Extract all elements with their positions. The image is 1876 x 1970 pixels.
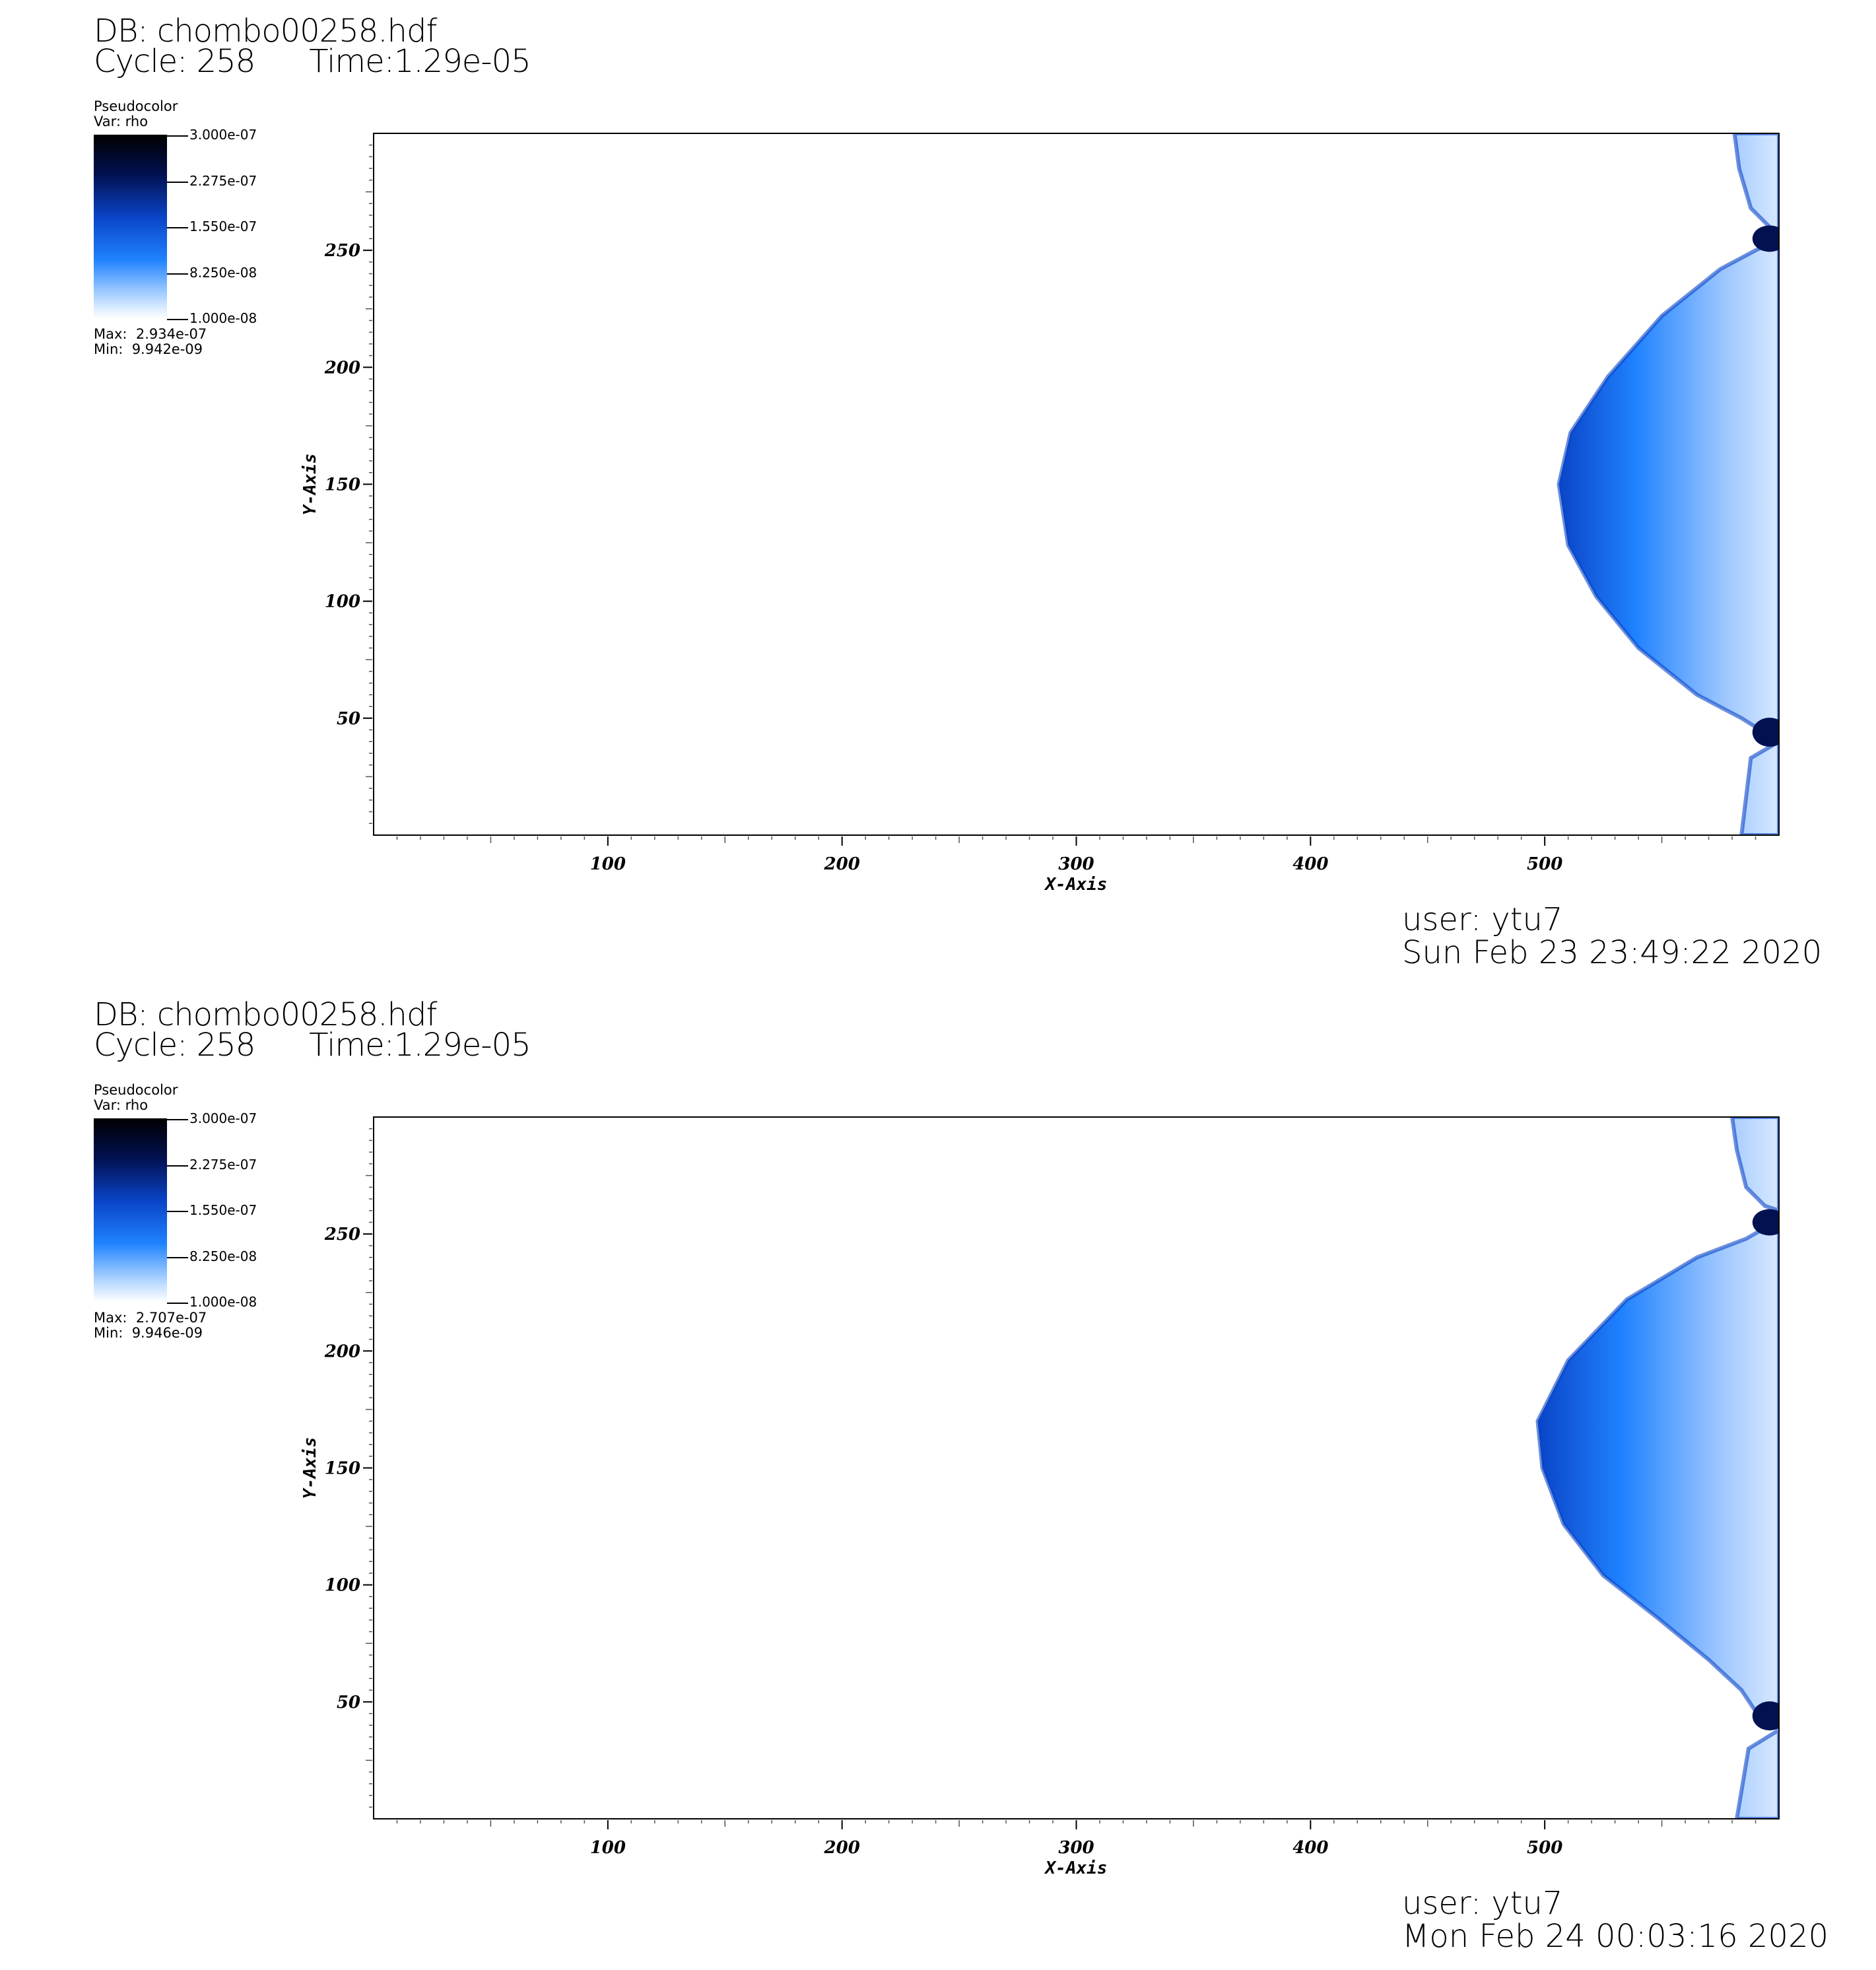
y-axis-title: Y-Axis [300,1437,320,1499]
cycle-time-label: Cycle: 258 Time:1.29e-05 [94,45,531,78]
x-axis-title: X-Axis [1044,875,1108,895]
shock-front-region [1557,133,1779,835]
date-label: Sun Feb 23 23:49:22 2020 [1402,934,1823,971]
dense-cusp-top [1752,225,1779,252]
colorbar-tick-label: 1.000e-08 [167,1294,257,1310]
x-tick-label: 500 [1527,1838,1562,1858]
legend-max-label: Max: 2.934e-07 [94,326,207,342]
dense-cusp-bottom [1752,718,1779,747]
plot-frame [373,1116,1780,1819]
x-tick-label: 400 [1292,854,1328,874]
date-label: Mon Feb 24 00:03:16 2020 [1402,1918,1829,1955]
user-label: user: ytu7 [1402,1885,1563,1922]
x-tick-label: 400 [1292,1838,1328,1858]
x-tick-label: 200 [824,854,860,874]
plot-frame [373,133,1780,836]
density-field [1557,133,1779,835]
colorbar-tick-label: 1.000e-08 [167,310,257,326]
plot-area: 100 200 300 400 500 50 100 150 200 250 X-Axis Y-Axi… [300,133,1780,895]
legend-plot-type: Pseudocolor [94,98,178,114]
colorbar-tick-label: 3.000e-07 [167,127,257,143]
colorbar-tick-label: 1.550e-07 [167,1202,257,1218]
x-tick-label: 100 [590,1838,626,1858]
x-axis-title: X-Axis [1044,1858,1108,1878]
time-label: Time:1.29e-05 [309,1027,531,1064]
legend-variable: Var: rho [94,114,149,129]
colorbar [94,135,167,318]
database-label: DB: chombo00258.hdf [94,996,437,1033]
colorbar-tick-label: 8.250e-08 [167,265,257,281]
shock-front-region [1535,1117,1779,1819]
y-tick-label: 100 [325,592,360,612]
user-label: user: ytu7 [1402,901,1563,938]
legend-variable: Var: rho [94,1097,149,1113]
dense-cusp-top [1752,1209,1779,1236]
legend-max-label: Max: 2.707e-07 [94,1310,207,1326]
colorbar-tick-label: 2.275e-07 [167,1157,257,1172]
x-tick-label: 300 [1058,1838,1094,1858]
plot-panel-2: DB: chombo00258.hdf Cycle: 258 Time:1.29e… [0,984,1876,1967]
y-tick-label: 250 [324,241,360,261]
y-axis-title: Y-Axis [300,454,320,516]
x-tick-label: 300 [1058,854,1094,874]
cycle-label: Cycle: 258 [94,1027,255,1064]
y-tick-label: 250 [324,1225,360,1244]
y-tick-label: 100 [325,1576,360,1596]
density-field [1535,1117,1779,1819]
colorbar [94,1118,167,1302]
cycle-time-label: Cycle: 258 Time:1.29e-05 [94,1029,531,1062]
x-tick-label: 100 [590,854,626,874]
y-tick-label: 200 [324,1342,360,1361]
legend-min-label: Min: 9.942e-09 [94,341,203,357]
x-tick-label: 200 [824,1838,860,1858]
time-label: Time:1.29e-05 [309,43,531,80]
legend-min-label: Min: 9.946e-09 [94,1325,203,1341]
y-tick-label: 200 [324,358,360,378]
plot-panel-1: DB: chombo00258.hdf Cycle: 258 Time:1.29e… [0,0,1876,984]
x-tick-label: 500 [1527,854,1562,874]
y-tick-label: 50 [337,709,360,729]
dense-cusp-bottom [1752,1701,1779,1731]
colorbar-tick-label: 8.250e-08 [167,1248,257,1264]
legend-plot-type: Pseudocolor [94,1082,178,1098]
colorbar-tick-label: 3.000e-07 [167,1110,257,1126]
colorbar-tick-label: 1.550e-07 [167,219,257,234]
y-tick-label: 50 [337,1693,360,1713]
plot-area: 100 200 300 400 500 50 100 150 200 250 X-Axis Y-Axi… [300,1116,1780,1878]
cycle-label: Cycle: 258 [94,43,255,80]
y-tick-label: 150 [325,1459,360,1479]
database-label: DB: chombo00258.hdf [94,13,437,50]
colorbar-tick-label: 2.275e-07 [167,173,257,189]
y-tick-label: 150 [325,475,360,495]
